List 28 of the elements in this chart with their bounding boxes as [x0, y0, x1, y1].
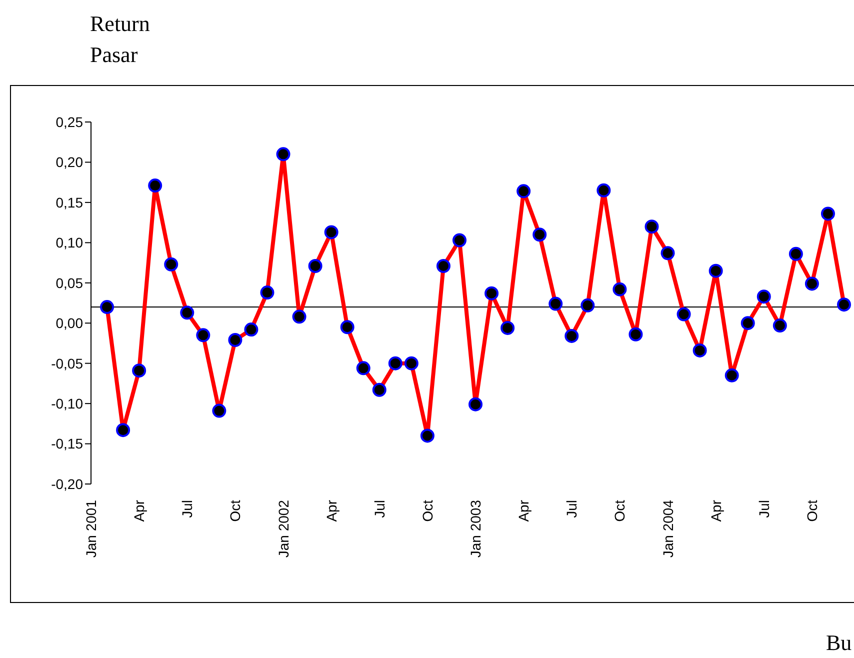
y-tick-label: -0,15 — [51, 436, 84, 452]
y-tick-label: 0,15 — [56, 194, 84, 210]
x-tick-label: Oct — [419, 500, 436, 522]
x-tick-label: Jan 2004 — [660, 500, 676, 558]
y-tick-label: 0,00 — [56, 315, 84, 332]
x-tick-label: Apr — [708, 500, 724, 522]
y-tick-label: 0,10 — [56, 234, 84, 251]
x-tick-label: Apr — [131, 500, 148, 522]
y-tick-label: -0,20 — [51, 476, 84, 492]
y-tick-label: 0,25 — [56, 114, 84, 130]
x-tick-label: Jan 2002 — [275, 500, 292, 558]
x-tick-label: Apr — [323, 500, 340, 522]
x-tick-label: Jul — [371, 500, 388, 518]
x-tick-label: Oct — [612, 500, 628, 522]
x-tick-label: Jul — [179, 500, 196, 518]
x-tick-label: Jan 2003 — [468, 500, 484, 558]
y-tick-label: 0,20 — [56, 154, 84, 170]
x-tick-label: Jul — [564, 500, 580, 518]
x-tick-label: Oct — [804, 500, 820, 522]
x-tick-label: Oct — [227, 500, 244, 522]
y-tick-label: 0,05 — [56, 274, 84, 291]
x-tick-label: Apr — [516, 500, 532, 522]
y-tick-label: -0,05 — [51, 355, 84, 372]
x-tick-label: Jul — [756, 500, 772, 518]
x-tick-label: Jan 2001 — [83, 500, 99, 558]
y-tick-label: -0,10 — [51, 396, 84, 412]
x-axis-title: Bu — [826, 630, 852, 656]
y-axis-title: Return Pasar — [90, 10, 151, 69]
